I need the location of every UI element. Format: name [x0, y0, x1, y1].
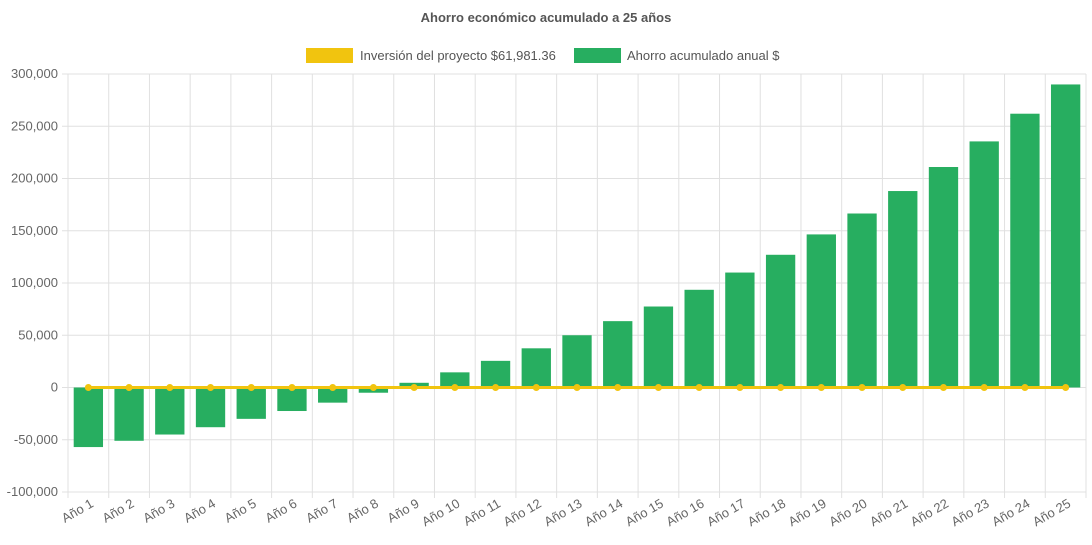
- bar-savings[interactable]: [114, 387, 144, 441]
- bar-savings[interactable]: [643, 306, 674, 388]
- point-investment[interactable]: [369, 384, 377, 391]
- point-investment[interactable]: [288, 384, 296, 391]
- x-tick-label: Año 16: [663, 496, 706, 530]
- point-investment[interactable]: [777, 384, 785, 391]
- x-tick-label: Año 5: [222, 496, 259, 526]
- grid: [62, 73, 1087, 498]
- bar-savings[interactable]: [480, 360, 511, 388]
- y-axis-ticks: 300,000 250,000 200,000 150,000 100,000 50,00…: [7, 66, 58, 499]
- point-investment[interactable]: [451, 384, 459, 391]
- x-tick-label: Año 8: [344, 496, 381, 526]
- bar-savings[interactable]: [73, 387, 104, 448]
- legend-item-investment[interactable]: Inversión del proyecto $61,981.36: [306, 48, 556, 63]
- legend: Inversión del proyecto $61,981.36 Ahorro…: [306, 48, 780, 63]
- point-investment[interactable]: [858, 384, 866, 391]
- x-tick-label: Año 19: [786, 496, 829, 530]
- x-tick-label: Año 24: [989, 496, 1032, 530]
- x-tick-label: Año 23: [949, 496, 992, 530]
- x-tick-label: Año 17: [704, 496, 747, 530]
- x-tick-label: Año 18: [745, 496, 788, 530]
- bar-savings[interactable]: [765, 254, 796, 388]
- point-investment[interactable]: [329, 384, 337, 391]
- y-tick-label: 100,000: [11, 275, 58, 290]
- y-tick-label: -50,000: [14, 432, 58, 447]
- x-tick-label: Año 2: [100, 496, 137, 526]
- y-tick-label: 150,000: [11, 223, 58, 238]
- point-investment[interactable]: [654, 384, 662, 391]
- y-tick-label: 200,000: [11, 171, 58, 186]
- x-tick-label: Año 21: [867, 496, 910, 530]
- x-tick-label: Año 20: [826, 496, 869, 530]
- point-investment[interactable]: [736, 384, 744, 391]
- bar-series-savings: [73, 84, 1081, 448]
- bar-savings[interactable]: [521, 348, 551, 388]
- bar-savings[interactable]: [440, 372, 470, 388]
- point-investment[interactable]: [166, 384, 174, 391]
- bar-savings[interactable]: [684, 289, 714, 388]
- y-tick-label: -100,000: [7, 484, 58, 499]
- y-tick-label: 300,000: [11, 66, 58, 81]
- line-series-investment: [84, 384, 1070, 391]
- point-investment[interactable]: [84, 384, 92, 391]
- legend-item-savings[interactable]: Ahorro acumulado anual $: [574, 48, 780, 63]
- x-tick-label: Año 10: [419, 496, 462, 530]
- bar-savings[interactable]: [847, 213, 877, 388]
- x-tick-label: Año 7: [303, 496, 340, 526]
- bar-savings[interactable]: [888, 191, 918, 388]
- bar-savings[interactable]: [725, 272, 755, 388]
- x-tick-label: Año 11: [461, 496, 503, 529]
- x-tick-label: Año 22: [908, 496, 951, 530]
- legend-swatch-savings: [574, 48, 621, 63]
- bar-savings[interactable]: [1050, 84, 1081, 388]
- x-tick-label: Año 15: [623, 496, 666, 530]
- point-investment[interactable]: [247, 384, 255, 391]
- y-tick-label: 250,000: [11, 118, 58, 133]
- x-tick-label: Año 25: [1030, 496, 1073, 530]
- point-investment[interactable]: [573, 384, 581, 391]
- y-tick-label: 50,000: [18, 327, 58, 342]
- x-tick-label: Año 6: [263, 496, 300, 526]
- bar-savings[interactable]: [277, 387, 307, 412]
- y-tick-label: 0: [51, 380, 58, 395]
- bar-savings[interactable]: [562, 335, 592, 388]
- legend-label-savings: Ahorro acumulado anual $: [627, 48, 780, 63]
- x-tick-label: Año 9: [385, 496, 422, 526]
- point-investment[interactable]: [492, 384, 500, 391]
- point-investment[interactable]: [207, 384, 215, 391]
- point-investment[interactable]: [695, 384, 703, 391]
- point-investment[interactable]: [410, 384, 418, 391]
- bar-savings[interactable]: [969, 141, 999, 388]
- bar-savings[interactable]: [318, 387, 348, 403]
- bar-savings[interactable]: [236, 387, 266, 419]
- point-investment[interactable]: [1021, 384, 1029, 391]
- x-tick-label: Año 12: [501, 496, 544, 530]
- bar-savings[interactable]: [155, 387, 185, 435]
- point-investment[interactable]: [125, 384, 133, 391]
- x-tick-label: Año 1: [59, 496, 96, 526]
- legend-label-investment: Inversión del proyecto $61,981.36: [360, 48, 556, 63]
- point-investment[interactable]: [939, 384, 947, 391]
- legend-swatch-investment: [306, 48, 353, 63]
- point-investment[interactable]: [980, 384, 988, 391]
- bar-savings[interactable]: [1010, 113, 1040, 388]
- point-investment[interactable]: [532, 384, 540, 391]
- bar-savings[interactable]: [195, 387, 226, 428]
- bar-savings[interactable]: [928, 167, 959, 388]
- x-tick-label: Año 13: [541, 496, 584, 530]
- point-investment[interactable]: [817, 384, 825, 391]
- bar-savings[interactable]: [806, 234, 836, 388]
- chart-title: Ahorro económico acumulado a 25 años: [421, 10, 672, 25]
- point-investment[interactable]: [899, 384, 907, 391]
- x-tick-label: Año 4: [181, 496, 218, 526]
- point-investment[interactable]: [1062, 384, 1070, 391]
- x-tick-label: Año 3: [140, 496, 177, 526]
- bar-savings[interactable]: [603, 321, 633, 388]
- point-investment[interactable]: [614, 384, 622, 391]
- x-axis-ticks: Año 1 Año 2 Año 3 Año 4 Año 5 Año 6 Año 7 Año 8…: [59, 496, 1073, 530]
- x-tick-label: Año 14: [582, 496, 625, 530]
